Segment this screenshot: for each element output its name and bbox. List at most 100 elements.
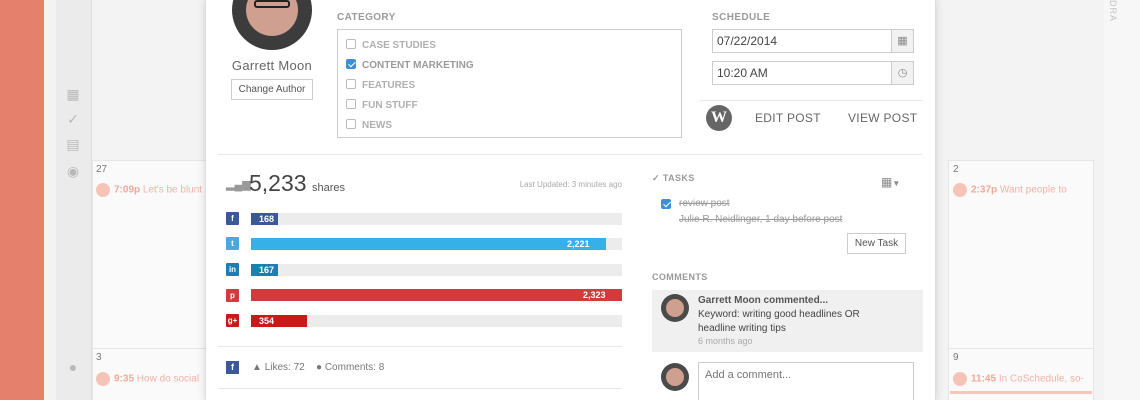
event-title: Want people to <box>999 184 1067 196</box>
event-time: 11:45 <box>971 373 997 385</box>
calendar-icon[interactable]: ▦ <box>66 86 80 102</box>
checkbox[interactable] <box>346 119 356 130</box>
bar-fill <box>251 213 278 225</box>
checkbox-checked[interactable] <box>346 59 356 70</box>
day-number: 3 <box>96 352 102 363</box>
avatar-face <box>666 299 684 317</box>
comments-text: Comments: 8 <box>324 362 385 373</box>
comment-time: 6 months ago <box>698 336 753 346</box>
schedule-label: SCHEDULE <box>712 12 771 23</box>
caret-down-icon: ▼ <box>892 179 901 188</box>
bar-chart-icon: ▂▄▆ <box>226 179 251 191</box>
calendar-day-cell[interactable] <box>948 160 1094 350</box>
category-option[interactable]: FUN STUFF <box>346 99 418 113</box>
time-field[interactable]: 10:20 AM ◷ <box>712 61 914 85</box>
view-post-button[interactable]: VIEW POST <box>848 111 918 125</box>
section-divider <box>218 154 922 155</box>
comment-input[interactable] <box>698 362 914 400</box>
linkedin-share-value: 167 <box>259 265 275 275</box>
category-option[interactable]: NEWS <box>346 119 392 133</box>
bar-fill <box>251 315 307 327</box>
calendar-day-cell[interactable] <box>92 160 206 350</box>
clock-icon[interactable]: ◷ <box>891 62 913 84</box>
bar-fill <box>251 238 606 250</box>
document-icon[interactable]: ▤ <box>66 136 80 152</box>
event-time: 2:37p <box>971 184 998 196</box>
googleplus-share-value: 354 <box>259 316 275 326</box>
share-total: 5,233 <box>249 170 307 196</box>
check-icon[interactable]: ✓ <box>67 111 79 127</box>
date-field[interactable]: 07/22/2014 ▦ <box>712 29 914 53</box>
twitter-share-bar: 2,221 <box>251 238 622 250</box>
new-task-button[interactable]: New Task <box>847 233 906 254</box>
date-value: 07/22/2014 <box>717 34 778 48</box>
coschedule-icon <box>96 183 110 197</box>
avatar-glasses <box>254 0 290 8</box>
facebook-likes: ▲ Likes: 72 <box>252 362 305 373</box>
event-underline <box>950 391 1092 394</box>
calendar-icon-column <box>56 0 92 400</box>
googleplus-icon: g+ <box>226 314 239 327</box>
wordpress-icon[interactable]: ◉ <box>66 163 80 179</box>
event-time: 9:35 <box>114 373 135 385</box>
thumbs-up-icon: ▲ <box>252 362 262 373</box>
avatar-face <box>666 368 684 386</box>
checkbox[interactable] <box>346 99 356 110</box>
calendar-day-cell[interactable] <box>92 348 206 400</box>
coschedule-icon <box>953 183 967 197</box>
category-option[interactable]: FEATURES <box>346 79 415 93</box>
comment-bubble-icon[interactable]: ● <box>68 359 78 375</box>
task-checkbox[interactable] <box>661 199 671 209</box>
bar-fill <box>251 289 622 301</box>
category-option-label: CONTENT MARKETING <box>362 60 474 71</box>
event-title: In CoSchedule, so- <box>998 373 1084 385</box>
day-number: 2 <box>953 164 959 175</box>
task-template-menu[interactable]: ▦▼ <box>881 175 900 189</box>
day-number: 9 <box>953 352 959 363</box>
facebook-icon: f <box>226 361 239 374</box>
facebook-icon: f <box>226 212 239 225</box>
author-name: Garrett Moon <box>231 58 313 73</box>
checkbox[interactable] <box>346 79 356 90</box>
comment-text: Keyword: writing good headlines OR headl… <box>698 309 860 334</box>
linkedin-icon: in <box>226 263 239 276</box>
calendar-icon[interactable]: ▦ <box>891 30 913 52</box>
edit-post-button[interactable]: EDIT POST <box>755 111 821 125</box>
calendar-event[interactable]: 7:09p Let's be blunt <box>96 183 204 197</box>
calendar-event[interactable]: 11:45 In CoSchedule, so- <box>953 372 1093 386</box>
post-actions-row <box>700 100 922 136</box>
calendar-event[interactable]: 2:37p Want people to <box>953 183 1093 197</box>
current-user-avatar <box>661 363 689 391</box>
category-list: CASE STUDIES CONTENT MARKETING FEATURES … <box>337 29 682 138</box>
section-divider <box>218 346 622 347</box>
event-time: 7:09p <box>114 184 141 196</box>
calendar-event[interactable]: 9:35 How do social <box>96 372 204 386</box>
tasks-header: ✓ TASKS <box>652 173 695 184</box>
time-value: 10:20 AM <box>717 66 768 80</box>
likes-text: Likes: 72 <box>264 362 305 373</box>
category-label: CATEGORY <box>337 12 396 23</box>
drafts-label: DRA <box>1108 0 1118 23</box>
bar-fill <box>251 264 278 276</box>
event-title: How do social <box>136 373 200 385</box>
checkbox[interactable] <box>346 39 356 50</box>
category-option-label: FEATURES <box>362 80 416 91</box>
category-option[interactable]: CONTENT MARKETING <box>346 59 474 73</box>
category-option-label: CASE STUDIES <box>362 40 436 51</box>
section-divider <box>218 388 622 389</box>
coschedule-icon <box>96 372 110 386</box>
pinterest-icon: p <box>226 289 239 302</box>
task-meta: Julie R. Neidlinger, 1 day before post <box>679 214 843 225</box>
category-option-label: FUN STUFF <box>362 100 418 111</box>
speech-bubble-icon: ● <box>316 362 323 373</box>
last-updated: Last Updated: 3 minutes ago <box>519 180 622 189</box>
category-option-label: NEWS <box>362 120 392 131</box>
task-title: review post <box>679 198 730 209</box>
linkedin-share-bar: 167 <box>251 264 622 276</box>
wordpress-icon[interactable]: W <box>706 105 732 131</box>
comments-label: COMMENTS <box>652 272 708 282</box>
drafts-sidebar[interactable]: DRA <box>1104 0 1140 400</box>
category-option[interactable]: CASE STUDIES <box>346 39 436 53</box>
change-author-button[interactable]: Change Author <box>231 79 313 100</box>
calendar-grid-icon: ▦ <box>881 175 893 189</box>
